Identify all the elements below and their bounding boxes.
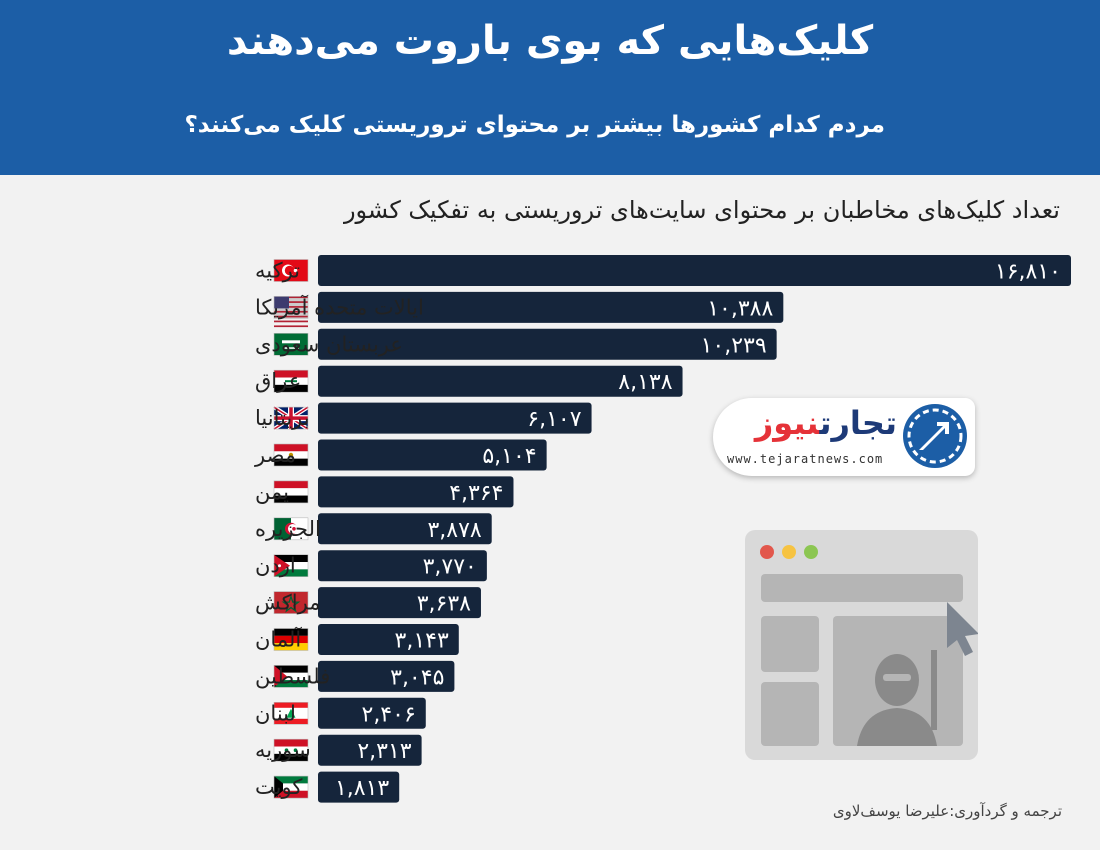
- header-banner: کلیک‌هایی که بوی باروت می‌دهند مردم کدام…: [0, 0, 1100, 175]
- bar-value-label: ۱۶,۸۱۰: [995, 260, 1061, 285]
- bar-value-label: ۱۰,۳۸۸: [707, 296, 773, 321]
- credit-text: ترجمه و گردآوری:علیرضا یوسف‌لاوی: [832, 802, 1062, 820]
- bar-value-label: ۱۰,۲۳۹: [701, 333, 767, 358]
- category-label: ایالات متحده آمریکا: [255, 294, 424, 319]
- bar: [318, 513, 492, 545]
- syria-flag-icon: [273, 738, 309, 762]
- category-label: اردن: [255, 554, 296, 578]
- bar-value-label: ۳,۷۷۰: [423, 555, 477, 580]
- bar: [318, 365, 683, 397]
- bar-value-label: ۶,۱۰۷: [527, 407, 581, 432]
- browser-illustration: [745, 530, 979, 760]
- category-label: عراق: [255, 369, 301, 393]
- bar-value-label: ۳,۸۷۸: [427, 518, 481, 543]
- bar: [318, 660, 455, 692]
- bar-value-label: ۱,۸۱۳: [335, 776, 389, 801]
- algeria-flag-icon: [273, 517, 309, 541]
- bar-value-label: ۲,۳۱۳: [357, 739, 411, 764]
- category-label: کویت: [255, 775, 302, 799]
- category-label: سوریه: [255, 738, 311, 762]
- bar: [318, 291, 784, 323]
- germany-flag-icon: [273, 628, 309, 651]
- logo-arrow-icon: [903, 404, 967, 468]
- jordan-flag-icon: [273, 554, 309, 578]
- category-label: عربستان سعودی: [255, 332, 403, 356]
- category-label: آلمان: [255, 627, 302, 652]
- bar-value-label: ۲,۴۰۶: [362, 702, 416, 727]
- bar: [318, 587, 481, 619]
- bar: [318, 550, 487, 582]
- category-label: مراکش: [255, 591, 320, 615]
- category-label: لبنان: [255, 701, 296, 725]
- category-label: بریتانیا: [255, 406, 310, 430]
- morocco-flag-icon: [273, 591, 309, 614]
- category-label: فلسطین: [255, 664, 330, 688]
- bar: [318, 328, 777, 360]
- bar: [318, 255, 1071, 286]
- bar: [318, 476, 514, 508]
- bar-value-label: ۵,۱۰۴: [482, 444, 536, 469]
- category-label: یمن: [255, 480, 289, 504]
- yemen-flag-icon: [273, 480, 309, 504]
- bar: [318, 624, 459, 655]
- bar: [318, 771, 400, 803]
- category-label: الجزیره: [255, 517, 321, 541]
- category-label: مصر: [254, 443, 296, 467]
- bar: [318, 402, 592, 434]
- bar: [318, 697, 426, 729]
- category-label: ترکیه: [255, 259, 300, 283]
- bar-value-label: ۸,۱۳۸: [618, 370, 672, 395]
- bar-value-label: ۳,۱۴۳: [395, 629, 449, 654]
- uk-flag-icon: [272, 405, 310, 431]
- logo-url: www.tejaratnews.com: [727, 452, 884, 466]
- tejaratnews-logo: تجارتنیوز www.tejaratnews.com: [713, 398, 975, 476]
- bar: [318, 734, 422, 766]
- page-title: کلیک‌هایی که بوی باروت می‌دهند: [226, 18, 874, 64]
- egypt-flag-icon: [273, 443, 309, 467]
- bar-value-label: ۳,۶۳۸: [417, 592, 471, 617]
- bar-value-label: ۳,۰۴۵: [390, 665, 444, 690]
- bar: [318, 439, 547, 471]
- lebanon-flag-icon: [273, 701, 309, 725]
- browser-window-icon: [760, 545, 979, 746]
- kuwait-flag-icon: [273, 775, 309, 799]
- turkey-flag-icon: [273, 259, 309, 282]
- page-subtitle: مردم کدام کشورها بیشتر بر محتوای تروریست…: [184, 112, 885, 138]
- logo-wordmark: تجارتنیوز: [754, 404, 897, 442]
- iraq-flag-icon: [273, 369, 309, 393]
- chart-title: تعداد کلیک‌های مخاطبان بر محتوای سایت‌ها…: [343, 196, 1060, 224]
- saudi-arabia-flag-icon: [273, 332, 309, 356]
- usa-flag-icon: [273, 296, 309, 328]
- palestine-flag-icon: [273, 665, 309, 688]
- bar-value-label: ۴,۳۶۴: [449, 481, 503, 506]
